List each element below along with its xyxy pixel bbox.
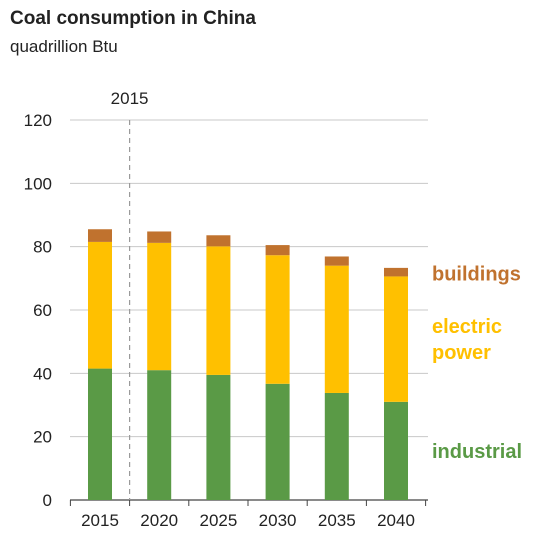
y-tick-label: 80 — [33, 238, 52, 257]
legend-label-electric-power: electric — [432, 316, 502, 338]
bar-buildings — [88, 229, 112, 242]
bar-electric-power — [206, 246, 231, 375]
bar-buildings — [147, 231, 172, 243]
y-tick-label: 120 — [24, 111, 52, 130]
bar-buildings — [384, 267, 408, 277]
bar-industrial — [147, 370, 172, 500]
bar-electric-power — [88, 241, 112, 369]
y-tick-label: 0 — [43, 491, 52, 510]
y-tick-label: 20 — [33, 428, 52, 447]
bar-electric-power — [265, 255, 290, 384]
x-tick-label: 2025 — [199, 511, 237, 530]
bar-electric-power — [147, 242, 172, 371]
x-tick-label: 2015 — [81, 511, 119, 530]
bar-industrial — [88, 368, 112, 500]
x-tick-label: 2040 — [377, 511, 415, 530]
bar-buildings — [206, 235, 231, 247]
legend-label-buildings: buildings — [432, 264, 521, 286]
bar-buildings — [324, 256, 349, 266]
x-tick-label: 2030 — [259, 511, 297, 530]
y-tick-label: 100 — [24, 174, 52, 193]
x-tick-label: 2020 — [140, 511, 178, 530]
bar-industrial — [206, 374, 231, 500]
chart-subtitle: quadrillion Btu — [10, 37, 118, 56]
bar-industrial — [265, 383, 290, 500]
bar-industrial — [384, 401, 408, 500]
chart-title: Coal consumption in China — [10, 8, 256, 29]
x-tick-label: 2035 — [318, 511, 356, 530]
bar-industrial — [324, 392, 349, 500]
bar-electric-power — [384, 276, 408, 402]
y-tick-label: 60 — [33, 301, 52, 320]
legend-label-industrial: industrial — [432, 441, 522, 463]
legend-label-electric-power: power — [432, 342, 491, 364]
bar-buildings — [265, 245, 290, 256]
y-tick-label: 40 — [33, 364, 52, 383]
reference-line-label: 2015 — [111, 89, 149, 108]
bar-electric-power — [324, 265, 349, 393]
